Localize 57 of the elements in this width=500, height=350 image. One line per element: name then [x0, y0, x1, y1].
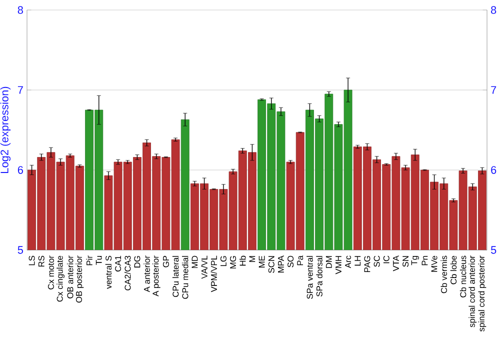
x-tick-label: MD [192, 256, 198, 268]
x-tick-label: spinal cord posterior [478, 256, 486, 332]
y-axis-title: Log2 (expression) [0, 86, 11, 173]
x-tick-label: DG [134, 256, 140, 268]
x-tick-label: Cx cingulate [56, 256, 64, 302]
x-tick-label: ME [258, 256, 265, 268]
y-tick-label: 8 [18, 6, 23, 14]
x-tick-label: Pn [422, 256, 428, 266]
x-tick-label: Cx motor [48, 256, 54, 290]
x-tick-label: PAG [364, 256, 370, 272]
y2-tick-label: 7 [491, 86, 496, 94]
y2-tick-label: 8 [491, 6, 496, 14]
x-tick-label: Tg [411, 256, 419, 266]
x-tick-label: CA1 [115, 256, 122, 272]
x-tick-label: SC [374, 256, 380, 267]
x-tick-label: SPa ventral [306, 256, 313, 299]
x-tick-label: SN [402, 256, 409, 267]
x-tick-label: LG [220, 256, 226, 266]
x-tick-label: Cb vermis [440, 256, 447, 294]
x-tick-label: RS [38, 256, 44, 267]
x-tick-label: DM [326, 256, 332, 268]
x-tick-label: IC [383, 256, 390, 264]
x-tick-label: OB posterior [76, 256, 84, 303]
x-tick-label: LS [28, 256, 35, 266]
x-tick-label: ventral S [105, 256, 112, 289]
x-tick-label: Cb nucleus [460, 256, 466, 298]
y2-tick-label: 6 [491, 166, 496, 174]
y-tick-label: 6 [18, 166, 23, 174]
x-tick-label: Cb lobe [450, 256, 457, 284]
x-tick-label: VA/VL [201, 256, 208, 279]
x-tick-label: CPu medial [182, 256, 188, 299]
x-tick-label: CA2/CA3 [124, 256, 131, 290]
y2-tick-label: 5 [490, 246, 496, 254]
x-tick-label: M [249, 256, 256, 262]
x-tick-label: LH [354, 256, 361, 266]
x-tick-label: VMH [336, 256, 342, 274]
x-tick-label: A posterior [152, 256, 160, 296]
x-tick-label: VPM/VPL [210, 256, 217, 292]
x-tick-label: spinal cord anterior [468, 256, 477, 328]
x-tick-label: OB anterior [67, 256, 74, 298]
x-tick-label: MPA [278, 255, 284, 272]
x-tick-label: Tu [96, 256, 102, 265]
x-tick-label: VTA [393, 255, 399, 272]
y-tick-label: 5 [18, 246, 24, 254]
x-tick-label: MVe [431, 256, 438, 272]
x-tick-label: A anterior [144, 256, 150, 292]
y-tick-label: 7 [18, 86, 23, 94]
x-tick-label: SPa dorsal [316, 256, 322, 296]
x-tick-label: SO [288, 256, 294, 268]
x-tick-label: Hb [240, 256, 246, 266]
x-tick-label: SCN [268, 256, 274, 273]
x-tick-label: Pa [297, 255, 304, 266]
x-tick-label: Pir [86, 256, 92, 266]
x-tick-label: Arc [345, 256, 351, 268]
x-tick-label: CPu lateral [172, 256, 179, 297]
x-tick-label: MG [230, 256, 236, 268]
x-tick-label: GP [162, 256, 169, 268]
